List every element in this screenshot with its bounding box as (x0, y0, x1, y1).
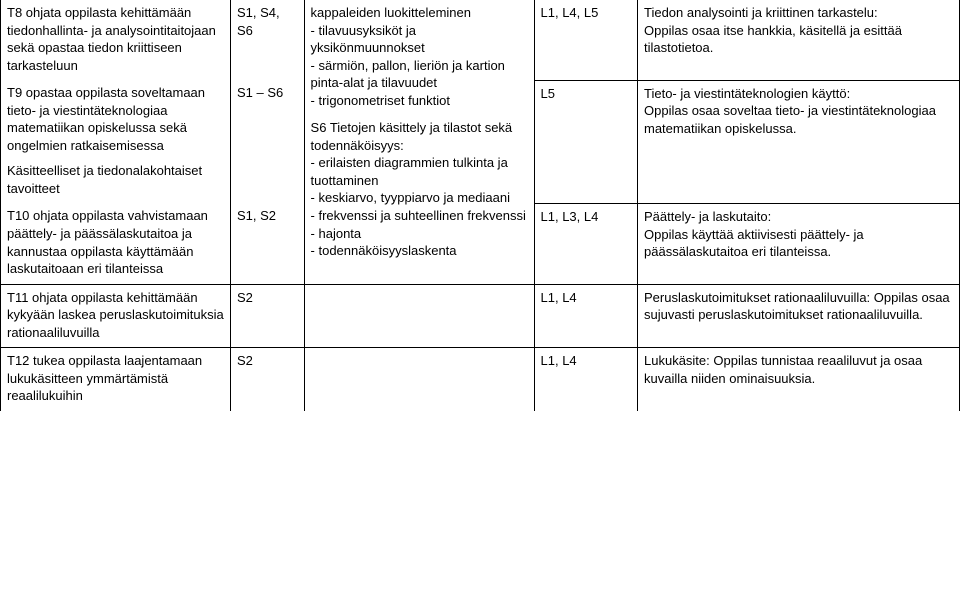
cell-code: S1, S2 (230, 203, 304, 284)
cell-content (304, 284, 534, 348)
cell-code: S1 – S6 (230, 80, 304, 203)
content-line: - todennäköisyyslaskenta (311, 242, 528, 260)
cell-code: S1, S4, S6 (230, 0, 304, 80)
cell-desc: Tiedon analysointi ja kriittinen tarkast… (638, 0, 960, 80)
desc-body: Oppilas osaa itse hankkia, käsitellä ja … (644, 23, 902, 56)
desc-body: Peruslaskutoimitukset rationaaliluvuilla… (644, 290, 950, 323)
table-row: T12 tukea oppilasta laajentamaan lukukäs… (1, 348, 960, 411)
cell-code: S2 (230, 348, 304, 411)
desc-body: Oppilas osaa soveltaa tieto- ja viestint… (644, 103, 936, 136)
cell-goal: T10 ohjata oppilasta vahvistamaan päätte… (1, 203, 231, 284)
content-line: - frekvenssi ja suhteellinen frekvenssi (311, 207, 528, 225)
t9-text: T9 opastaa oppilasta soveltamaan tieto- … (7, 84, 224, 154)
content-line: - trigonometriset funktiot (311, 92, 528, 110)
cell-l: L1, L3, L4 (534, 203, 637, 284)
cell-desc: Peruslaskutoimitukset rationaaliluvuilla… (638, 284, 960, 348)
cell-goal: T8 ohjata oppilasta kehittämään tiedonha… (1, 0, 231, 80)
table-row: T11 ohjata oppilasta kehittämään kykyään… (1, 284, 960, 348)
cell-goal: T12 tukea oppilasta laajentamaan lukukäs… (1, 348, 231, 411)
content-line: - tilavuusyksiköt ja yksikönmuunnokset (311, 22, 528, 57)
content-line: - hajonta (311, 225, 528, 243)
cell-desc: Tieto- ja viestintäteknologien käyttö: O… (638, 80, 960, 203)
cell-content: kappaleiden luokitteleminen - tilavuusyk… (304, 0, 534, 284)
sub-heading: Käsitteelliset ja tiedonalakohtaiset tav… (7, 162, 224, 197)
cell-l: L1, L4, L5 (534, 0, 637, 80)
cell-l: L1, L4 (534, 348, 637, 411)
desc-title: Päättely- ja laskutaito: (644, 209, 771, 224)
t10-text: T10 ohjata oppilasta vahvistamaan päätte… (7, 207, 224, 277)
cell-goal: T9 opastaa oppilasta soveltamaan tieto- … (1, 80, 231, 203)
content-line: kappaleiden luokitteleminen (311, 4, 528, 22)
cell-desc: Lukukäsite: Oppilas tunnistaa reaaliluvu… (638, 348, 960, 411)
content-line: - erilaisten diagrammien tulkinta ja tuo… (311, 154, 528, 189)
desc-body: Lukukäsite: Oppilas tunnistaa reaaliluvu… (644, 353, 922, 386)
cell-l: L1, L4 (534, 284, 637, 348)
cell-content (304, 348, 534, 411)
content-line: S6 Tietojen käsittely ja tilastot sekä t… (311, 119, 528, 154)
content-line: - särmiön, pallon, lieriön ja kartion pi… (311, 57, 528, 92)
cell-desc: Päättely- ja laskutaito: Oppilas käyttää… (638, 203, 960, 284)
table-row: T8 ohjata oppilasta kehittämään tiedonha… (1, 0, 960, 80)
cell-goal: T11 ohjata oppilasta kehittämään kykyään… (1, 284, 231, 348)
desc-title: Tiedon analysointi ja kriittinen tarkast… (644, 5, 878, 20)
t8-text: T8 ohjata oppilasta kehittämään tiedonha… (7, 4, 224, 74)
desc-title: Tieto- ja viestintäteknologien käyttö: (644, 86, 850, 101)
desc-body: Oppilas käyttää aktiivisesti päättely- j… (644, 227, 864, 260)
curriculum-table: T8 ohjata oppilasta kehittämään tiedonha… (0, 0, 960, 411)
cell-l: L5 (534, 80, 637, 203)
cell-code: S2 (230, 284, 304, 348)
content-line: - keskiarvo, tyyppiarvo ja mediaani (311, 189, 528, 207)
